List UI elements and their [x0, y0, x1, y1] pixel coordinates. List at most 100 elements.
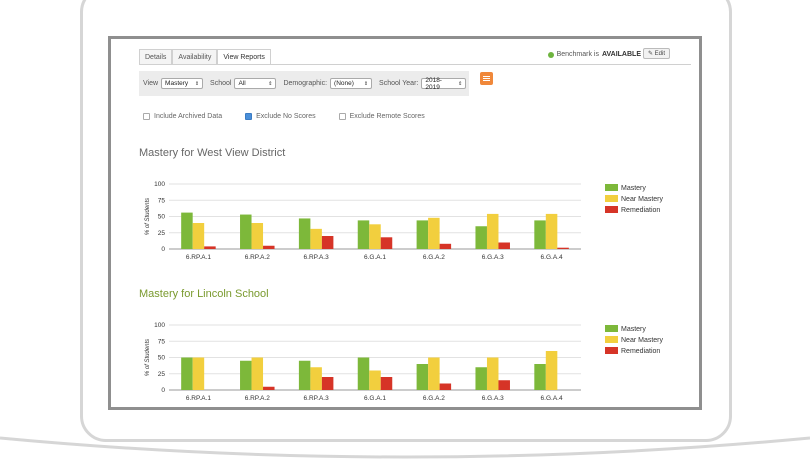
- y-axis-label: % of Students: [145, 339, 151, 376]
- x-tick-label: 6.G.A.4: [541, 395, 563, 402]
- bar-mastery[interactable]: [298, 360, 311, 390]
- view-select[interactable]: Mastery ⇕: [161, 78, 204, 89]
- select-arrows-icon: ⇕: [194, 80, 200, 87]
- bar-near-mastery[interactable]: [428, 357, 440, 391]
- bar-remediation[interactable]: [263, 386, 275, 390]
- bar-near-mastery[interactable]: [545, 351, 558, 390]
- menu-button[interactable]: [480, 72, 493, 85]
- checkbox-checked-icon: [245, 113, 253, 120]
- x-tick-label: 6.G.A.4: [541, 254, 563, 261]
- app-screen: Details Availability View Reports Benchm…: [108, 36, 702, 410]
- y-tick-label: 100: [154, 322, 165, 329]
- bar-remediation[interactable]: [380, 377, 393, 390]
- options-checkboxes: Include Archived Data Exclude No Scores …: [143, 113, 425, 120]
- bar-near-mastery[interactable]: [192, 223, 205, 249]
- x-tick-label: 6.G.A.1: [364, 395, 386, 402]
- bar-near-mastery[interactable]: [251, 223, 264, 249]
- demographic-select[interactable]: (None) ⇕: [330, 78, 373, 89]
- x-tick-label: 6.RP.A.1: [186, 395, 212, 402]
- chart-school: 100 75 50 25 0 % of Students 6.RP.A.1 6.RP.A.2 6…: [111, 316, 699, 407]
- bar-remediation[interactable]: [263, 245, 275, 249]
- x-tick-label: 6.G.A.3: [482, 254, 504, 261]
- bar-remediation[interactable]: [204, 246, 216, 249]
- checkbox-icon: [338, 113, 346, 120]
- bar-near-mastery[interactable]: [310, 367, 322, 390]
- bar-remediation[interactable]: [439, 243, 452, 249]
- bar-near-mastery[interactable]: [486, 357, 499, 391]
- x-tick-label: 6.RP.A.3: [304, 395, 330, 402]
- exclude-no-scores-checkbox[interactable]: Exclude No Scores: [245, 113, 316, 120]
- x-tick-label: 6.RP.A.2: [245, 395, 271, 402]
- exclude-remote-label: Exclude Remote Scores: [349, 113, 425, 120]
- checkbox-icon: [143, 113, 150, 120]
- bar-near-mastery[interactable]: [251, 357, 264, 391]
- bar-mastery[interactable]: [475, 367, 487, 390]
- school-select-value: All: [238, 80, 246, 87]
- school-year-label: School Year:: [379, 80, 419, 87]
- bar-chart-svg: 100 75 50 25 0 % of Students 6.RP.A.1 6.RP.A.2 6…: [145, 322, 664, 402]
- school-label: School: [210, 80, 232, 87]
- bar-mastery[interactable]: [298, 218, 311, 249]
- legend-label: Mastery: [621, 326, 646, 333]
- bar-remediation[interactable]: [380, 237, 393, 249]
- chart-title-district: Mastery for West View District: [139, 147, 286, 159]
- bar-remediation[interactable]: [321, 236, 334, 249]
- y-tick-label: 100: [154, 181, 165, 188]
- bar-mastery[interactable]: [416, 220, 429, 249]
- legend-label: Remediation: [621, 207, 660, 214]
- laptop-base: [0, 436, 810, 459]
- edit-button[interactable]: ✎ Edit: [642, 48, 670, 59]
- bar-mastery[interactable]: [534, 364, 546, 390]
- y-tick-label: 50: [158, 355, 166, 362]
- bar-near-mastery[interactable]: [428, 217, 440, 249]
- bar-remediation[interactable]: [498, 380, 510, 390]
- bar-mastery[interactable]: [181, 212, 193, 249]
- edit-label: Edit: [654, 51, 665, 57]
- legend-swatch: [605, 325, 618, 332]
- benchmark-prefix: Benchmark is: [556, 51, 599, 58]
- y-tick-label: 75: [158, 338, 166, 345]
- tab-details[interactable]: Details: [139, 49, 173, 64]
- status-dot-icon: [547, 51, 554, 58]
- tab-view-reports[interactable]: View Reports: [217, 49, 271, 64]
- bar-mastery[interactable]: [240, 360, 252, 390]
- bar-remediation[interactable]: [321, 377, 334, 390]
- bar-near-mastery[interactable]: [545, 213, 558, 249]
- bar-near-mastery[interactable]: [192, 357, 205, 391]
- select-arrows-icon: ⇕: [458, 80, 463, 87]
- y-tick-label: 75: [158, 197, 166, 204]
- bar-remediation[interactable]: [557, 247, 569, 249]
- tab-availability[interactable]: Availability: [172, 49, 218, 64]
- menu-icon-line: [483, 78, 490, 79]
- bar-near-mastery[interactable]: [369, 224, 381, 249]
- benchmark-status: Benchmark is AVAILABLE: [547, 51, 641, 58]
- select-arrows-icon: ⇕: [363, 80, 369, 87]
- exclude-remote-checkbox[interactable]: Exclude Remote Scores: [338, 113, 425, 120]
- pencil-icon: ✎: [647, 51, 653, 57]
- bar-remediation[interactable]: [498, 242, 510, 250]
- bar-mastery[interactable]: [475, 226, 487, 249]
- include-archived-label: Include Archived Data: [154, 113, 223, 120]
- x-tick-label: 6.G.A.2: [423, 395, 445, 402]
- demographic-select-value: (None): [334, 80, 354, 87]
- legend-swatch: [605, 195, 618, 202]
- bar-mastery[interactable]: [240, 214, 252, 249]
- bar-mastery[interactable]: [357, 357, 370, 391]
- school-select[interactable]: All ⇕: [234, 78, 277, 89]
- legend-swatch: [605, 184, 618, 191]
- school-year-select[interactable]: 2018-2019 ⇕: [421, 76, 467, 91]
- legend-label: Near Mastery: [621, 196, 664, 203]
- tab-divider: [139, 64, 691, 65]
- school-year-select-value: 2018-2019: [425, 76, 442, 91]
- bar-mastery[interactable]: [534, 220, 546, 249]
- include-archived-checkbox[interactable]: Include Archived Data: [143, 113, 222, 120]
- bar-near-mastery[interactable]: [486, 213, 499, 249]
- bar-near-mastery[interactable]: [310, 228, 322, 249]
- benchmark-status-value: AVAILABLE: [601, 51, 641, 58]
- bar-remediation[interactable]: [439, 383, 452, 391]
- bar-mastery[interactable]: [416, 364, 429, 390]
- tab-bar: Details Availability View Reports: [139, 49, 271, 64]
- bar-mastery[interactable]: [181, 357, 193, 391]
- bar-mastery[interactable]: [357, 220, 370, 249]
- bar-near-mastery[interactable]: [369, 370, 381, 391]
